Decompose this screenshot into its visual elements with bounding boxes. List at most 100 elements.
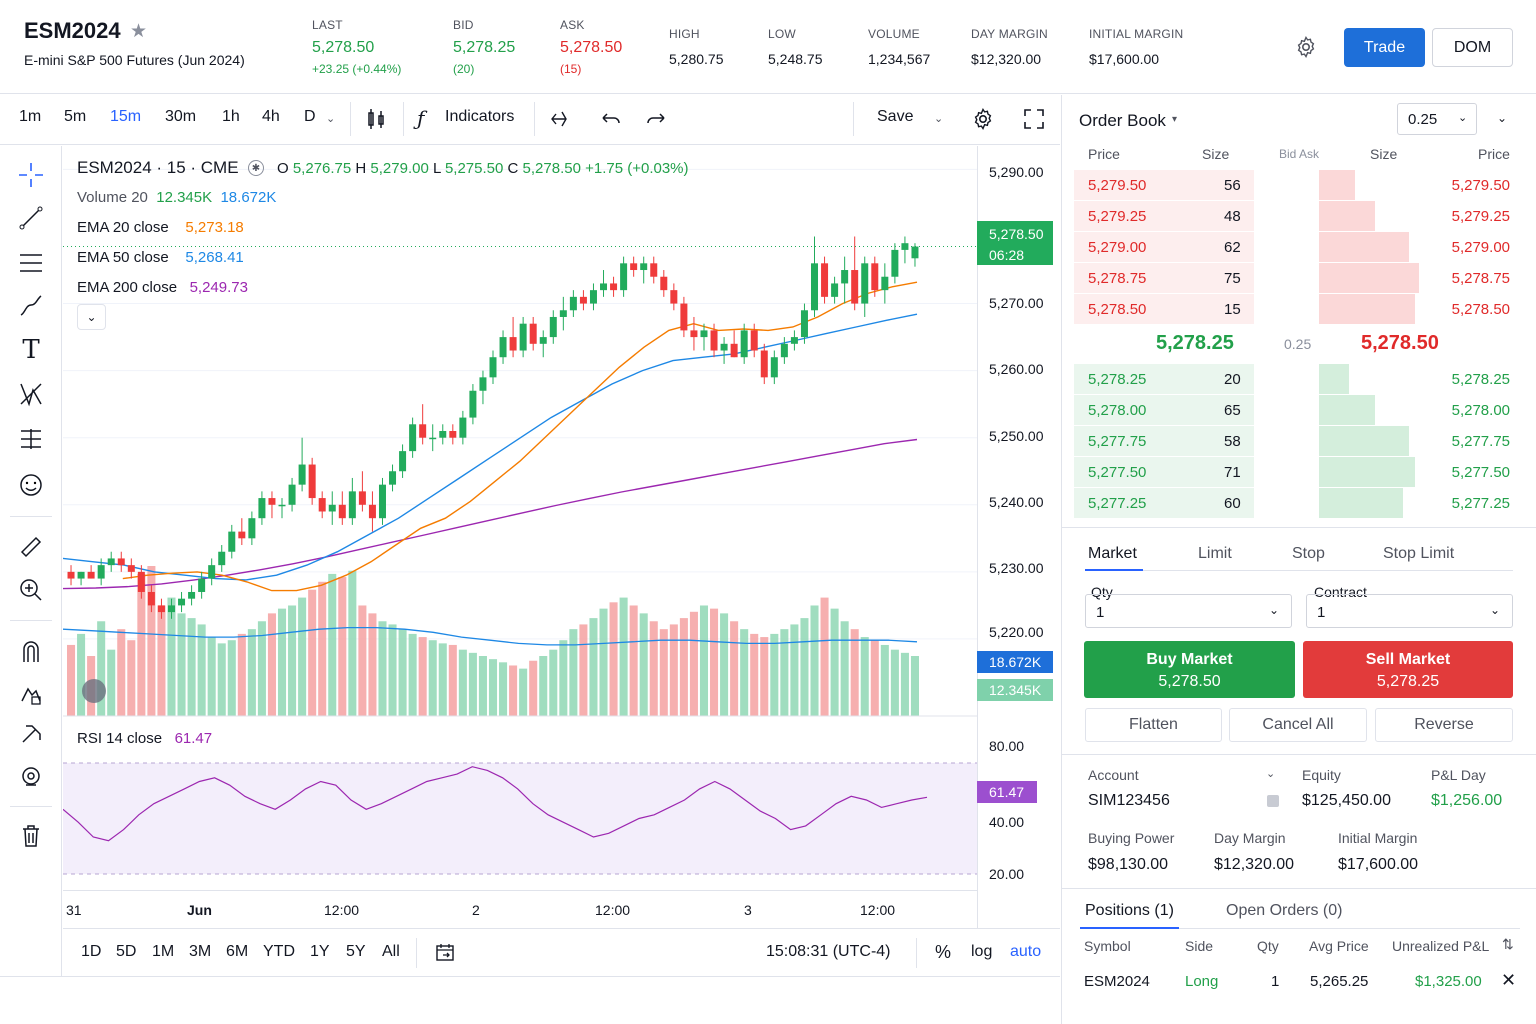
- auto-toggle[interactable]: auto: [1010, 943, 1042, 960]
- range-5y[interactable]: 5Y: [346, 943, 366, 960]
- ask-level-row[interactable]: 5,279.50 56 5,279.50: [1074, 170, 1520, 200]
- buy-market-button[interactable]: Buy Market 5,278.50: [1084, 641, 1295, 698]
- ask-level-row[interactable]: 5,279.25 48 5,279.25: [1074, 201, 1520, 231]
- crosshair-icon[interactable]: [16, 160, 46, 190]
- symbol-name[interactable]: ESM2024: [24, 18, 121, 43]
- rsi-axis-label: 20.00: [989, 866, 1025, 882]
- sort-icon[interactable]: ⇅: [1502, 936, 1514, 952]
- measure-icon[interactable]: [16, 424, 46, 454]
- chevron-down-icon[interactable]: ⌄: [1266, 768, 1276, 780]
- chart-settings-icon[interactable]: [971, 107, 995, 136]
- ruler-icon[interactable]: [16, 532, 46, 562]
- range-all[interactable]: All: [382, 943, 400, 960]
- fib-icon[interactable]: [16, 248, 46, 278]
- brush-icon[interactable]: [16, 291, 46, 321]
- range-6m[interactable]: 6M: [226, 943, 249, 960]
- text-icon[interactable]: T: [22, 335, 40, 365]
- tab-stop[interactable]: Stop: [1292, 545, 1325, 562]
- tf-15m[interactable]: 15m: [110, 108, 142, 125]
- calendar-icon[interactable]: [434, 941, 456, 968]
- ask-level-row[interactable]: 5,278.50 15 5,278.50: [1074, 294, 1520, 324]
- volume-bar: [428, 640, 437, 716]
- undo-icon[interactable]: [600, 109, 622, 134]
- chevron-down-icon[interactable]: ⌄: [326, 113, 336, 125]
- time-axis-border: [63, 890, 977, 891]
- volume-bar: [730, 621, 739, 716]
- tab-open-orders[interactable]: Open Orders (0): [1226, 902, 1343, 919]
- eye-icon[interactable]: [16, 762, 46, 792]
- bid-level-row[interactable]: 5,278.25 20 5,278.25: [1074, 364, 1520, 394]
- pattern-icon[interactable]: [16, 379, 46, 409]
- tick-size-select[interactable]: 0.25 ⌄: [1397, 103, 1477, 135]
- orderbook-title[interactable]: Order Book: [1079, 111, 1166, 130]
- day-margin-value-2: $12,320.00: [1214, 856, 1295, 873]
- trade-button[interactable]: Trade: [1344, 28, 1425, 67]
- percent-toggle[interactable]: %: [935, 942, 952, 962]
- candle-type-icon[interactable]: [366, 107, 386, 136]
- volume-bar: [850, 629, 859, 716]
- range-5d[interactable]: 5D: [116, 943, 137, 960]
- fullscreen-icon[interactable]: [1023, 108, 1045, 135]
- cancel-all-button[interactable]: Cancel All: [1229, 708, 1367, 742]
- dom-button[interactable]: DOM: [1432, 28, 1513, 67]
- candle-body: [278, 504, 286, 507]
- caret-down-icon[interactable]: ▾: [1172, 114, 1178, 125]
- bid-level-row[interactable]: 5,277.75 58 5,277.75: [1074, 426, 1520, 456]
- bid-level-row[interactable]: 5,277.25 60 5,277.25: [1074, 488, 1520, 518]
- zoom-in-icon[interactable]: [16, 575, 46, 605]
- candle-body: [228, 531, 236, 552]
- tab-market[interactable]: Market: [1088, 545, 1137, 562]
- range-1y[interactable]: 1Y: [310, 943, 330, 960]
- hide-drawings-icon[interactable]: [16, 720, 46, 750]
- flatten-button[interactable]: Flatten: [1085, 708, 1222, 742]
- tf-4h[interactable]: 4h: [262, 108, 280, 125]
- redo-icon[interactable]: [645, 109, 667, 134]
- ask-depth-bar: [1319, 170, 1355, 200]
- chevron-down-icon[interactable]: ⌄: [934, 113, 944, 125]
- tf-30m[interactable]: 30m: [165, 108, 197, 125]
- reverse-button[interactable]: Reverse: [1375, 708, 1513, 742]
- save-button[interactable]: Save: [877, 108, 914, 125]
- contract-field[interactable]: 1 ⌄: [1306, 594, 1513, 628]
- volume-bar: [107, 649, 116, 716]
- ask-level-row[interactable]: 5,279.00 62 5,279.00: [1074, 232, 1520, 262]
- price-chart[interactable]: [63, 146, 977, 928]
- bid-label: BID: [453, 18, 474, 32]
- chevron-down-icon[interactable]: ⌄: [1497, 111, 1508, 125]
- trash-icon[interactable]: [16, 821, 46, 851]
- tab-limit[interactable]: Limit: [1198, 545, 1232, 562]
- clock[interactable]: 15:08:31 (UTC-4): [766, 943, 891, 960]
- settings-icon[interactable]: [1294, 35, 1318, 59]
- tf-1m[interactable]: 1m: [19, 108, 42, 125]
- range-1d[interactable]: 1D: [81, 943, 102, 960]
- range-ytd[interactable]: YTD: [263, 943, 295, 960]
- indicators-icon[interactable]: ƒ: [417, 106, 425, 130]
- bid-level-row[interactable]: 5,278.00 65 5,278.00: [1074, 395, 1520, 425]
- indicators-button[interactable]: Indicators: [445, 108, 515, 125]
- tab-stop-limit[interactable]: Stop Limit: [1383, 545, 1455, 562]
- sell-market-button[interactable]: Sell Market 5,278.25: [1303, 641, 1513, 698]
- tab-positions[interactable]: Positions (1): [1085, 902, 1174, 919]
- ask-level-row[interactable]: 5,278.75 75 5,278.75: [1074, 263, 1520, 293]
- candle-body: [328, 504, 336, 512]
- replay-icon[interactable]: [548, 108, 570, 135]
- tf-d[interactable]: D: [304, 108, 316, 125]
- range-3m[interactable]: 3M: [189, 943, 212, 960]
- tf-1h[interactable]: 1h: [222, 108, 240, 125]
- tf-5m[interactable]: 5m: [64, 108, 87, 125]
- log-toggle[interactable]: log: [971, 943, 993, 960]
- active-tab-indicator: [1080, 927, 1179, 929]
- magnet-icon[interactable]: [16, 637, 46, 667]
- ask-price-2: 5,278.50: [1451, 301, 1510, 318]
- smile-icon[interactable]: [16, 470, 46, 500]
- collapse-legend-button[interactable]: ⌄: [77, 304, 106, 330]
- star-icon[interactable]: ★: [130, 21, 148, 42]
- lock-drawing-icon[interactable]: [16, 679, 46, 709]
- range-1m[interactable]: 1M: [152, 943, 175, 960]
- close-position-icon[interactable]: ✕: [1501, 970, 1517, 990]
- volume-bar: [659, 629, 668, 716]
- qty-field[interactable]: 1 ⌄: [1085, 594, 1292, 628]
- trendline-icon[interactable]: [16, 203, 46, 233]
- account-value[interactable]: SIM123456: [1088, 792, 1170, 809]
- bid-level-row[interactable]: 5,277.50 71 5,277.50: [1074, 457, 1520, 487]
